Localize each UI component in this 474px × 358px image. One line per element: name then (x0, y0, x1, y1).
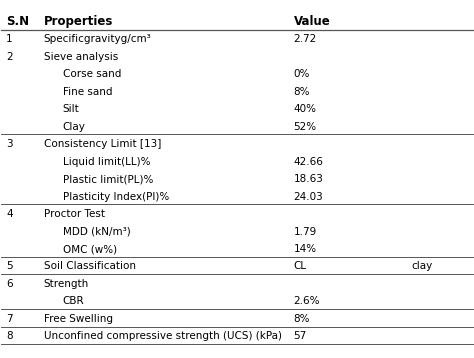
Text: OMC (w%): OMC (w%) (63, 244, 117, 254)
Text: 57: 57 (293, 332, 307, 342)
Text: Silt: Silt (63, 104, 80, 114)
Text: 14%: 14% (293, 244, 317, 254)
Text: 52%: 52% (293, 122, 317, 132)
Text: CL: CL (293, 261, 307, 271)
Text: S.N: S.N (6, 15, 29, 28)
Text: 2: 2 (6, 52, 13, 62)
Text: 8%: 8% (293, 87, 310, 97)
Text: Plastic limit(PL)%: Plastic limit(PL)% (63, 174, 153, 184)
Text: 4: 4 (6, 209, 13, 219)
Text: Properties: Properties (44, 15, 113, 28)
Text: Specificgravityg/cm³: Specificgravityg/cm³ (44, 34, 152, 44)
Text: 6: 6 (6, 279, 13, 289)
Text: 1.79: 1.79 (293, 227, 317, 237)
Text: 7: 7 (6, 314, 13, 324)
Text: Clay: Clay (63, 122, 85, 132)
Text: clay: clay (411, 261, 433, 271)
Text: Consistency Limit [13]: Consistency Limit [13] (44, 139, 161, 149)
Text: CBR: CBR (63, 296, 84, 306)
Text: 2.72: 2.72 (293, 34, 317, 44)
Text: 8: 8 (6, 332, 13, 342)
Text: 24.03: 24.03 (293, 192, 323, 202)
Text: 3: 3 (6, 139, 13, 149)
Text: 42.66: 42.66 (293, 156, 323, 166)
Text: MDD (kN/m³): MDD (kN/m³) (63, 227, 130, 237)
Text: 5: 5 (6, 261, 13, 271)
Text: Proctor Test: Proctor Test (44, 209, 105, 219)
Text: Sieve analysis: Sieve analysis (44, 52, 118, 62)
Text: 2.6%: 2.6% (293, 296, 320, 306)
Text: Unconfined compressive strength (UCS) (kPa): Unconfined compressive strength (UCS) (k… (44, 332, 282, 342)
Text: Value: Value (293, 15, 330, 28)
Text: 18.63: 18.63 (293, 174, 323, 184)
Text: Plasticity Index(PI)%: Plasticity Index(PI)% (63, 192, 169, 202)
Text: Fine sand: Fine sand (63, 87, 112, 97)
Text: Soil Classification: Soil Classification (44, 261, 136, 271)
Text: 8%: 8% (293, 314, 310, 324)
Text: Strength: Strength (44, 279, 89, 289)
Text: Liquid limit(LL)%: Liquid limit(LL)% (63, 156, 150, 166)
Text: 0%: 0% (293, 69, 310, 79)
Text: Corse sand: Corse sand (63, 69, 121, 79)
Text: 1: 1 (6, 34, 13, 44)
Text: Free Swelling: Free Swelling (44, 314, 113, 324)
Text: 40%: 40% (293, 104, 317, 114)
